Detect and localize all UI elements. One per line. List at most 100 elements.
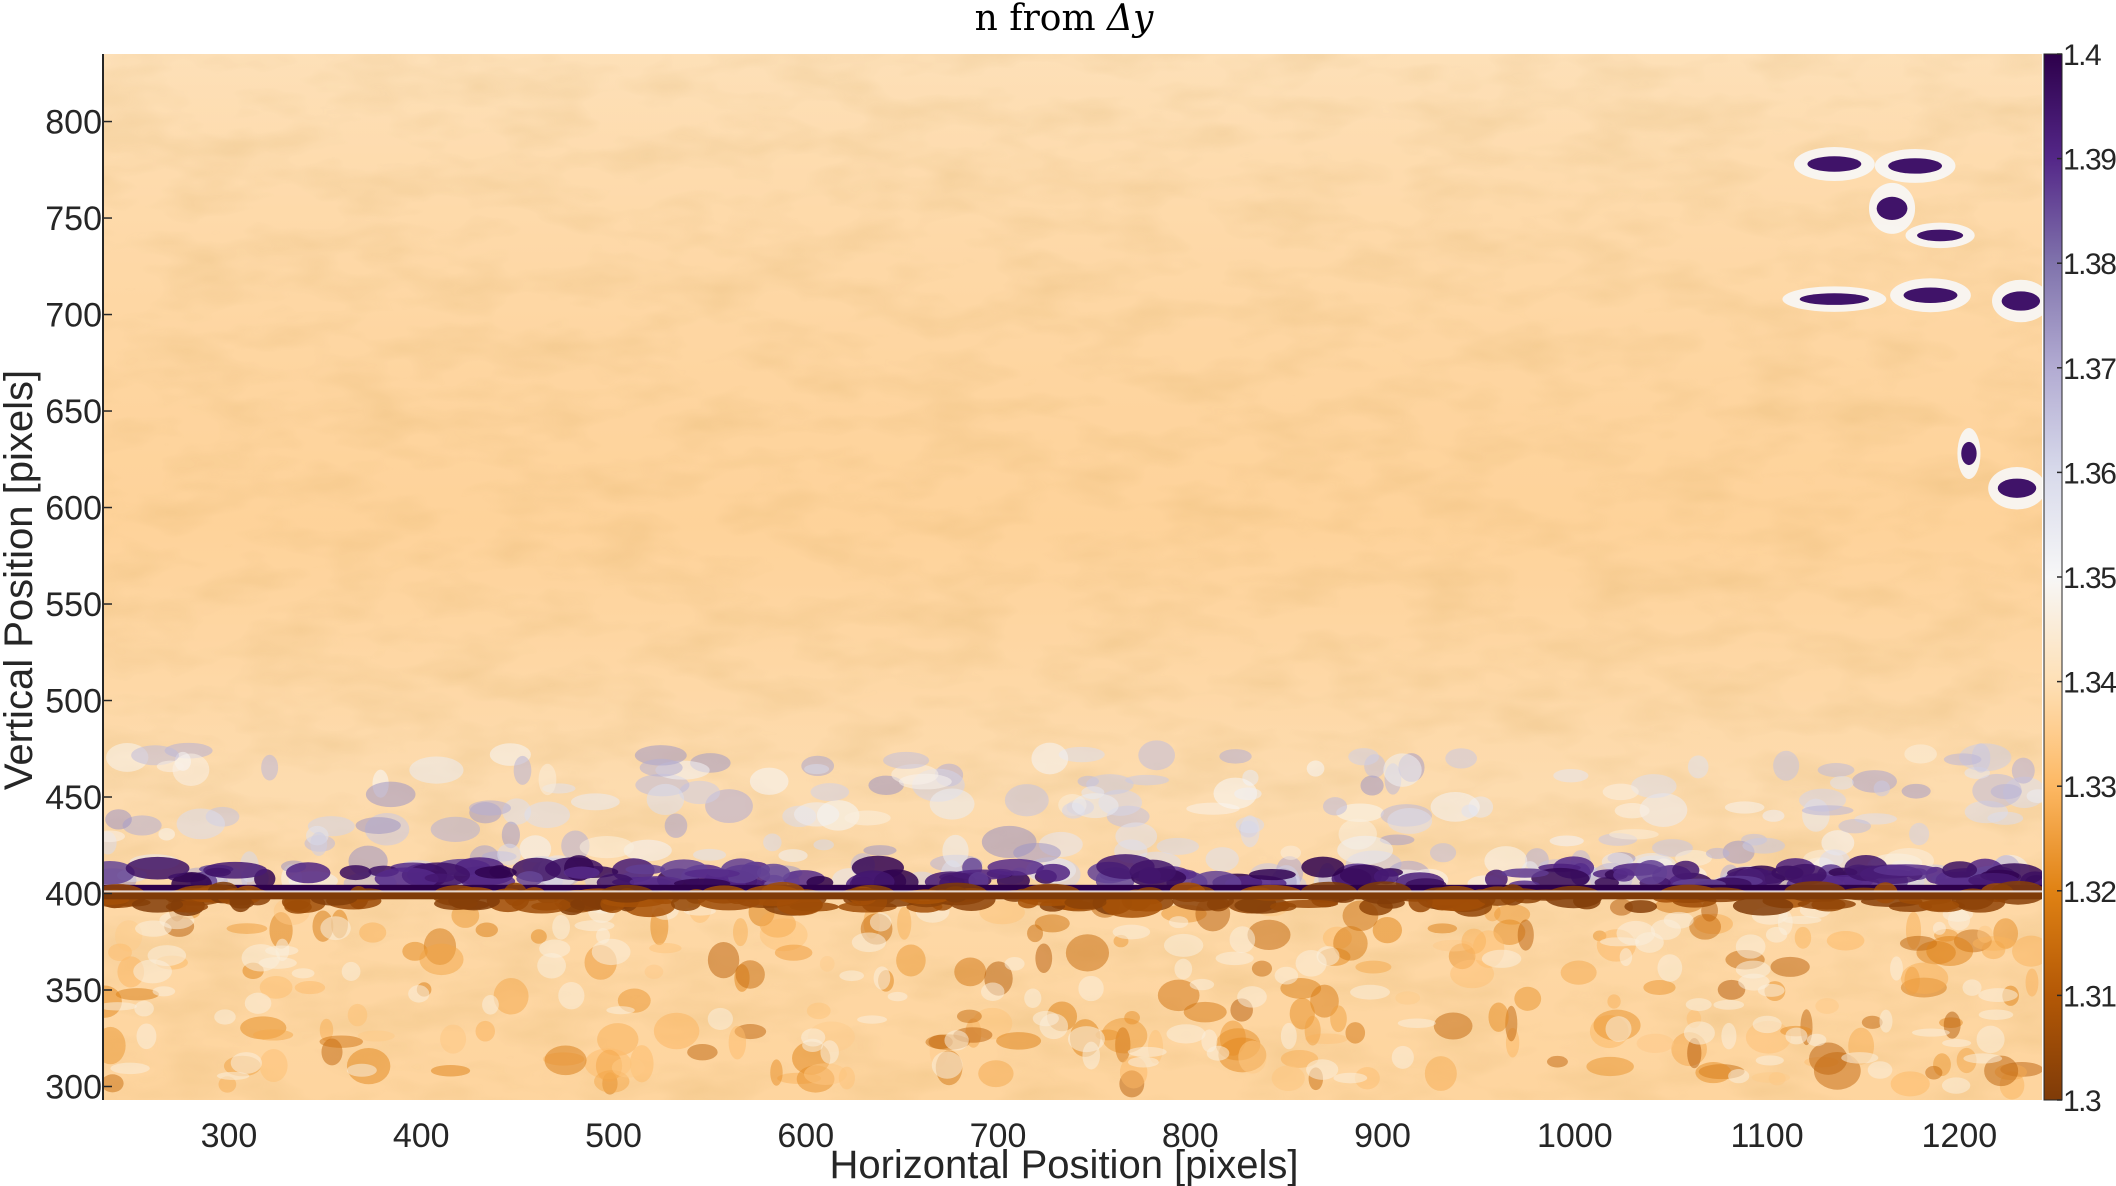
heatmap-speckle: [1488, 1002, 1509, 1032]
heatmap-speckle: [1806, 1033, 1827, 1047]
heatmap-band-blob: [424, 873, 455, 883]
heatmap-speckle: [1395, 991, 1421, 1005]
heatmap-speckle: [104, 830, 126, 843]
heatmap-speckle: [1636, 1033, 1674, 1053]
y-tick-label: 650: [45, 393, 102, 431]
heatmap-speckle: [1762, 809, 1785, 822]
y-tick-label: 800: [45, 104, 102, 142]
heatmap-speckle: [1794, 926, 1812, 949]
heatmap-speckle: [419, 943, 464, 976]
heatmap-speckle: [346, 1063, 377, 1077]
heatmap-speckle: [1890, 1071, 1930, 1097]
heatmap-speckle: [552, 914, 570, 940]
y-tick-label: 600: [45, 490, 102, 528]
heatmap-speckle: [319, 1035, 364, 1048]
heatmap-speckle: [897, 906, 912, 940]
heatmap-speckle: [253, 1029, 294, 1041]
heatmap-speckle: [105, 809, 132, 830]
heatmap-speckle: [1348, 748, 1380, 766]
heatmap-band-blob: [1129, 859, 1176, 884]
heatmap-speckle: [1735, 934, 1766, 959]
heatmap-speckle: [110, 1062, 150, 1075]
heatmap-speckle: [1280, 1022, 1297, 1050]
colorbar-bar: [2044, 54, 2062, 1100]
heatmap-speckle: [1890, 956, 1903, 981]
heatmap-speckle: [218, 1076, 237, 1093]
heatmap-speckle: [1614, 802, 1650, 819]
heatmap-speckle: [1240, 815, 1260, 848]
heatmap-speckle: [732, 918, 748, 947]
heatmap-speckle: [868, 775, 904, 795]
heatmap-speckle: [1330, 1005, 1347, 1033]
y-tick-label: 750: [45, 200, 102, 238]
heatmap-speckle: [942, 834, 969, 868]
heatmap-band-blob: [1269, 902, 1297, 912]
y-tick-label: 300: [45, 1068, 102, 1106]
heatmap-speckle: [319, 1018, 334, 1042]
heatmap-speckle: [1643, 980, 1676, 995]
heatmap-speckle: [468, 800, 512, 816]
heatmap-feature: [1917, 229, 1964, 242]
heatmap-speckle: [1742, 837, 1786, 854]
heatmap-speckle: [1605, 1016, 1632, 1042]
heatmap-speckle: [1387, 808, 1433, 834]
x-tick-label: 600: [777, 1117, 834, 1155]
heatmap-speckle: [561, 830, 590, 862]
colorbar-tick-label: 1.39: [2063, 144, 2116, 177]
heatmap-speckle: [1978, 988, 2018, 1003]
heatmap-speckle: [1978, 1009, 2014, 1020]
heatmap-speckle: [749, 767, 789, 795]
heatmap-speckle: [482, 994, 499, 1015]
heatmap-feature: [1961, 441, 1977, 466]
heatmap-speckle: [1728, 1069, 1750, 1084]
heatmap-speckle: [133, 959, 172, 984]
heatmap-speckle: [475, 1020, 495, 1042]
heatmap-speckle: [1821, 830, 1855, 856]
heatmap-speckle: [1058, 746, 1105, 763]
heatmap-band-blob: [563, 866, 600, 879]
heatmap-speckle: [1280, 1049, 1319, 1068]
heatmap-speckle: [1984, 1055, 2019, 1087]
heatmap-speckle: [1354, 1066, 1380, 1090]
heatmap-speckle: [2025, 968, 2039, 997]
heatmap-speckle: [539, 939, 571, 958]
heatmap-speckle: [770, 1059, 783, 1086]
heatmap-speckle: [857, 1015, 888, 1024]
heatmap-speckle: [996, 1032, 1042, 1050]
x-tick-label: 700: [970, 1117, 1027, 1155]
heatmap-speckle: [365, 781, 416, 808]
heatmap-band-blob: [1635, 860, 1668, 885]
heatmap-speckle: [1609, 829, 1659, 840]
heatmap-speckle: [1306, 1059, 1339, 1080]
heatmap-speckle: [1429, 843, 1457, 863]
heatmap-band-blob: [516, 871, 543, 887]
heatmap-speckle: [1383, 753, 1422, 787]
heatmap-band-blob: [1784, 863, 1827, 886]
heatmap-speckle: [1599, 937, 1640, 947]
heatmap-speckle: [896, 944, 926, 977]
heatmap-speckle: [241, 944, 281, 972]
heatmap-speckle: [774, 944, 813, 961]
heatmap-speckle: [1904, 744, 1937, 764]
heatmap-speckle: [530, 929, 547, 944]
heatmap-speckle: [1337, 835, 1394, 865]
heatmap-speckle: [355, 817, 401, 834]
colorbar-tick-label: 1.4: [2063, 39, 2101, 72]
heatmap-speckle: [693, 848, 727, 861]
heatmap-speckle: [978, 1060, 1014, 1088]
heatmap-band-blob: [790, 902, 839, 912]
heatmap-speckle: [1138, 740, 1176, 771]
heatmap-speckle: [497, 843, 521, 866]
heatmap-speckle: [359, 922, 387, 943]
heatmap-speckle: [1205, 847, 1239, 872]
heatmap-band-blob: [1873, 864, 1938, 876]
heatmap-speckle: [844, 810, 891, 826]
heatmap-speckle: [259, 1048, 288, 1083]
x-tick-label: 500: [585, 1117, 642, 1155]
heatmap-speckle: [1990, 783, 2022, 800]
heatmap-speckle: [1687, 755, 1709, 779]
heatmap-speckle: [538, 763, 557, 796]
heatmap-speckle: [1039, 1013, 1069, 1040]
heatmap-band-blob: [670, 895, 701, 912]
heatmap-speckle: [357, 1030, 395, 1042]
